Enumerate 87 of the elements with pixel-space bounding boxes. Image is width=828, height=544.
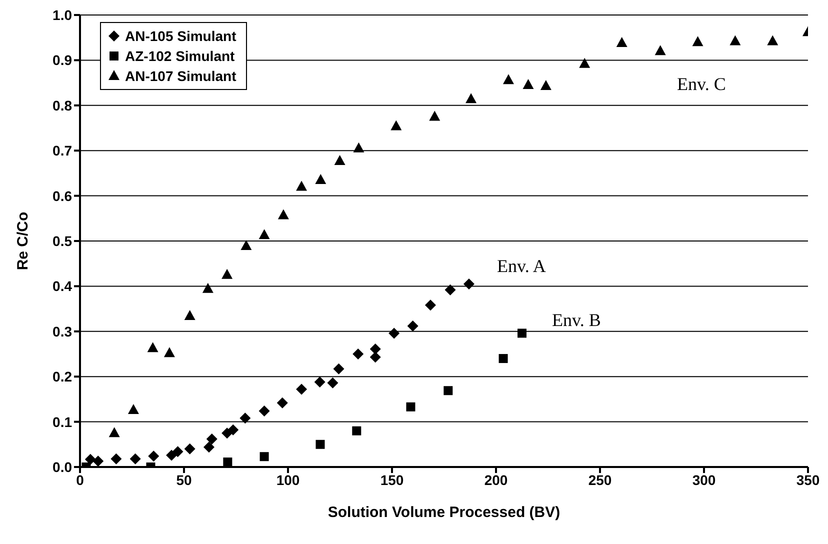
point	[498, 354, 508, 364]
point	[184, 443, 196, 454]
point	[429, 110, 440, 121]
point	[327, 377, 338, 388]
x-tick-label: 350	[796, 472, 820, 488]
point	[352, 426, 362, 436]
legend-label: AN-105 Simulant	[125, 27, 236, 46]
y-tick-label: 0.0	[52, 458, 72, 475]
x-tick-label: 200	[484, 472, 508, 488]
point	[390, 120, 402, 130]
point	[352, 348, 364, 360]
y-tick-label: 0.6	[52, 188, 72, 204]
point	[370, 344, 381, 355]
point	[540, 80, 552, 90]
legend-label: AZ-102 Simulant	[125, 47, 235, 66]
point	[444, 284, 456, 296]
y-tick-label: 0.4	[52, 278, 72, 294]
point	[518, 328, 526, 338]
point	[406, 402, 416, 412]
x-tick-label: 300	[692, 472, 716, 488]
y-tick-label: 0.2	[52, 368, 72, 385]
y-tick-label: 0.8	[52, 97, 72, 114]
point	[276, 397, 288, 408]
point	[110, 453, 122, 464]
legend-label: AN-107 Simulant	[125, 67, 236, 86]
x-tick-label: 150	[380, 472, 404, 488]
y-axis-title: Re C/Co	[14, 212, 32, 270]
annotation: Env. C	[677, 74, 726, 95]
x-tick-label: 100	[276, 472, 300, 488]
point	[203, 442, 214, 453]
point	[240, 412, 251, 424]
point	[616, 37, 628, 48]
y-tick-label: 0.9	[52, 52, 72, 68]
point	[316, 440, 325, 449]
point	[258, 229, 270, 240]
point	[444, 386, 453, 396]
point	[388, 328, 400, 339]
x-axis-title: Solution Volume Processed (BV)	[328, 504, 560, 521]
point	[334, 154, 346, 165]
x-tick-label: 250	[588, 472, 612, 488]
point	[315, 174, 326, 184]
point	[314, 376, 326, 388]
point	[767, 35, 778, 46]
x-tick-label: 0	[76, 472, 84, 488]
y-tick-label: 1.0	[52, 6, 72, 23]
point	[206, 433, 218, 444]
point	[692, 36, 704, 46]
y-tick-label: 0.3	[52, 323, 72, 340]
point	[202, 282, 214, 293]
y-tick-label: 0.1	[52, 414, 72, 430]
point	[407, 320, 418, 332]
point	[128, 404, 139, 414]
point	[502, 74, 514, 84]
point	[147, 342, 158, 352]
point	[92, 456, 104, 467]
point	[370, 352, 381, 363]
point	[184, 310, 196, 320]
point	[223, 458, 232, 467]
point	[222, 268, 233, 279]
point	[333, 363, 344, 374]
point	[166, 450, 178, 461]
point	[148, 450, 160, 462]
point	[260, 452, 269, 462]
point	[258, 405, 270, 416]
point	[240, 240, 252, 250]
point	[730, 35, 741, 46]
point	[353, 142, 364, 152]
point	[424, 300, 436, 311]
point	[228, 424, 239, 436]
point	[463, 278, 474, 290]
x-tick-label: 50	[176, 472, 192, 488]
y-tick-label: 0.7	[52, 142, 72, 159]
point	[579, 58, 590, 68]
point	[522, 79, 534, 90]
point	[172, 446, 184, 458]
point	[278, 209, 289, 220]
point	[466, 93, 477, 104]
y-tick-label: 0.5	[52, 232, 72, 249]
point	[130, 453, 141, 464]
point	[108, 427, 120, 438]
annotation: Env. B	[552, 310, 601, 331]
point	[654, 45, 666, 56]
point	[222, 428, 233, 439]
point	[296, 384, 308, 395]
point	[164, 347, 175, 358]
point	[296, 180, 308, 191]
annotation: Env. A	[497, 256, 546, 277]
